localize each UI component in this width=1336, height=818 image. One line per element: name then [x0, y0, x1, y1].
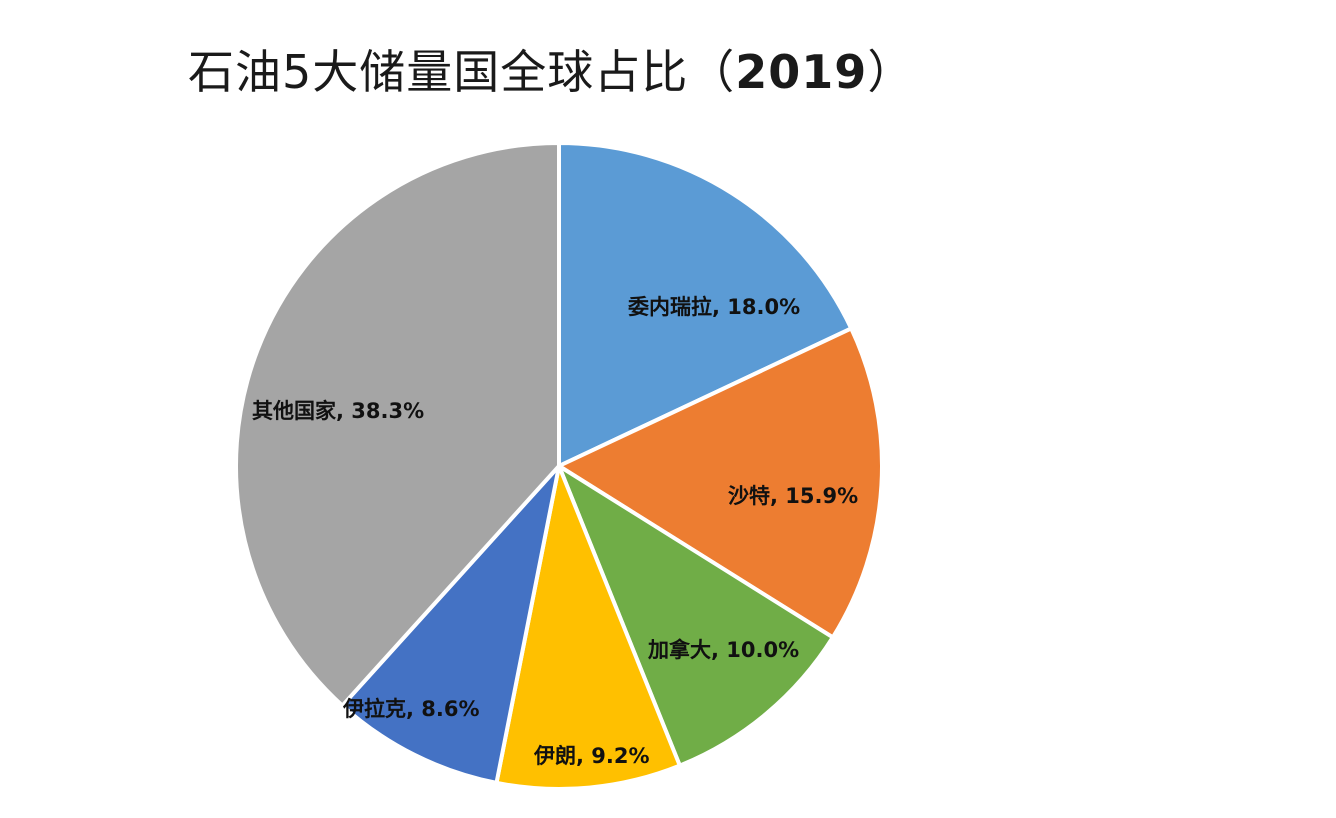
slice-label-iraq: 伊拉克, 8.6%: [342, 697, 480, 721]
chart-title-main: 石油5大储量国全球占比（: [188, 45, 736, 99]
pie-slices: [234, 141, 884, 791]
pie-labels: 委内瑞拉, 18.0% 沙特, 15.9% 加拿大, 10.0% 伊朗, 9.2…: [252, 295, 858, 768]
slice-label-others: 其他国家, 38.3%: [252, 399, 424, 423]
chart-title-close: ）: [867, 45, 915, 99]
chart-title-year: 2019: [735, 45, 868, 99]
pie-slice-saudi: [557, 326, 884, 640]
slice-label-venezuela: 委内瑞拉, 18.0%: [627, 295, 800, 319]
slice-label-iran: 伊朗, 9.2%: [533, 744, 650, 768]
pie-slice-iran: [494, 464, 682, 791]
chart-title: 石油5大储量国全球占比（2019）: [188, 36, 914, 102]
pie-slice-canada: [557, 464, 835, 768]
pie-slice-others: [234, 141, 561, 708]
pie-slice-iraq: [340, 464, 561, 785]
slice-label-saudi: 沙特, 15.9%: [728, 484, 858, 508]
slice-label-canada: 加拿大, 10.0%: [647, 638, 799, 662]
pie-slice-venezuela: [557, 141, 854, 468]
